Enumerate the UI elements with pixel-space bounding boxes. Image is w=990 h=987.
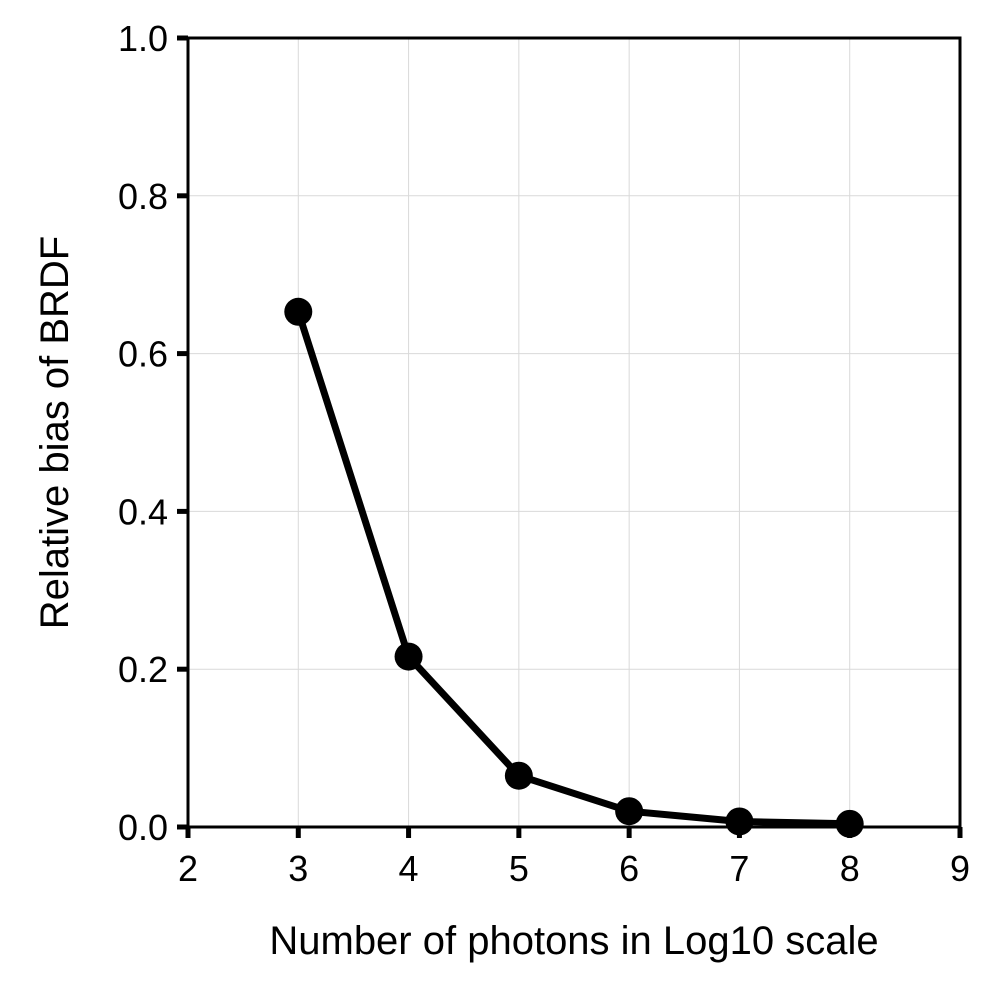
y-tick-label: 0.8 <box>118 176 168 217</box>
tick-labels: 2 3 4 5 6 7 8 9 0.0 0.2 0.4 0.6 0.8 1.0 <box>118 18 970 889</box>
series-line <box>294 310 850 828</box>
grid <box>188 38 960 827</box>
x-tick-label: 8 <box>840 848 860 889</box>
y-tick-label: 0.6 <box>118 334 168 375</box>
y-axis-title: Relative bias of BRDF <box>33 236 77 629</box>
plot-frame <box>186 36 962 829</box>
data-point <box>394 642 423 671</box>
data-point <box>504 761 533 790</box>
data-point <box>284 297 313 326</box>
y-tick-label: 1.0 <box>118 18 168 59</box>
data-point <box>725 807 754 836</box>
y-tick-label: 0.0 <box>118 807 168 848</box>
x-tick-label: 4 <box>399 848 419 889</box>
x-tick-label: 6 <box>619 848 639 889</box>
y-tick-label: 0.2 <box>118 649 168 690</box>
x-tick-label: 2 <box>178 848 198 889</box>
x-tick-label: 3 <box>288 848 308 889</box>
x-tick-label: 9 <box>950 848 970 889</box>
axis-ticks <box>177 35 963 838</box>
x-axis-title: Number of photons in Log10 scale <box>269 919 878 963</box>
x-tick-label: 7 <box>729 848 749 889</box>
data-point <box>615 797 644 826</box>
x-tick-label: 5 <box>509 848 529 889</box>
data-point <box>835 809 864 838</box>
y-tick-label: 0.4 <box>118 491 168 532</box>
data-series <box>284 297 864 838</box>
